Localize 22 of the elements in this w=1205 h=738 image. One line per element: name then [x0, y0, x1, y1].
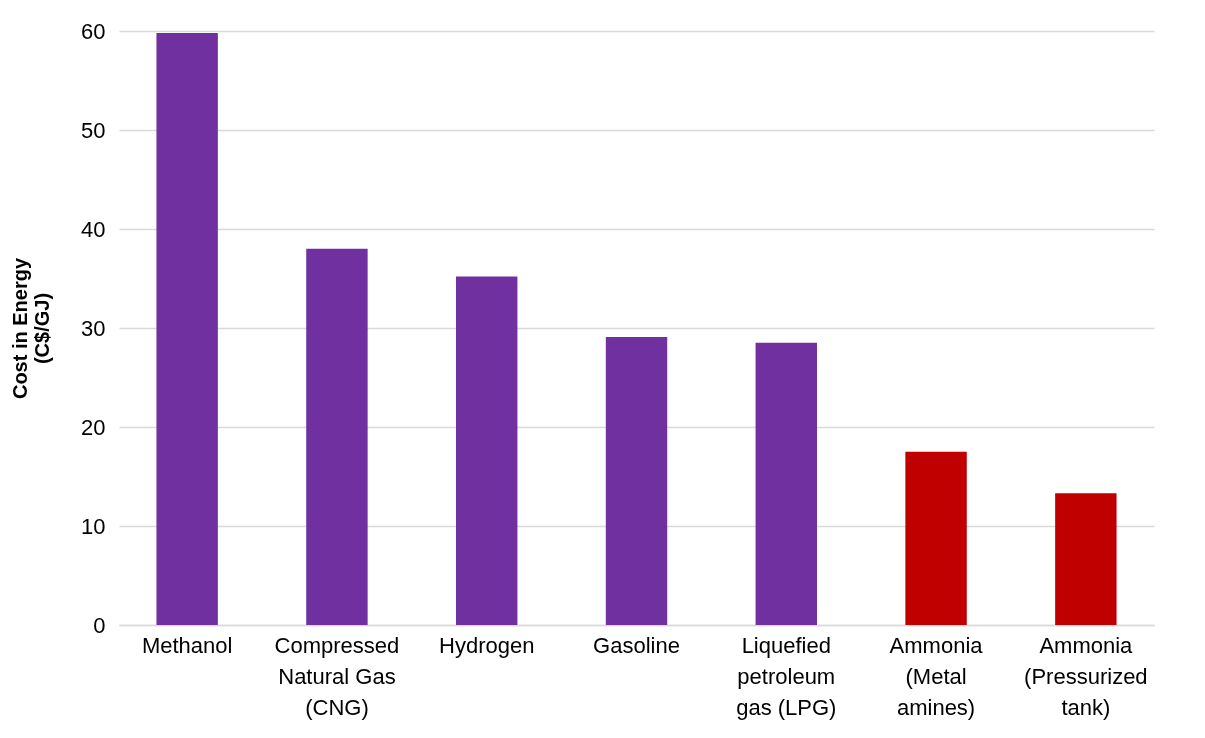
x-tick-label: Hydrogen — [439, 632, 535, 658]
y-tick-label: 20 — [81, 414, 106, 440]
x-tick-label: Gasoline — [593, 632, 680, 658]
x-tick-label: Ammonia (Metal amines) — [889, 632, 984, 720]
x-tick-label: Methanol — [141, 632, 233, 658]
y-tick-label: 60 — [81, 18, 106, 44]
y-tick-label: 0 — [93, 612, 106, 638]
y-tick-label: 10 — [81, 513, 106, 539]
y-axis-title: Cost in Energy (C$/GJ) — [9, 257, 54, 400]
bar — [306, 248, 368, 625]
x-tick-label: Liquefied petroleum gas (LPG) — [736, 632, 837, 720]
bar — [905, 451, 967, 625]
y-tick-label: 40 — [81, 216, 106, 242]
y-tick-label: 30 — [81, 315, 106, 341]
bar — [605, 336, 668, 625]
bar — [156, 32, 218, 625]
bar — [456, 276, 518, 625]
bar — [755, 342, 817, 625]
y-tick-label: 50 — [81, 117, 106, 143]
bar — [1055, 493, 1117, 625]
x-tick-label: Compressed Natural Gas (CNG) — [274, 632, 400, 720]
x-tick-label: Ammonia (Pressurized tank) — [1024, 632, 1148, 720]
